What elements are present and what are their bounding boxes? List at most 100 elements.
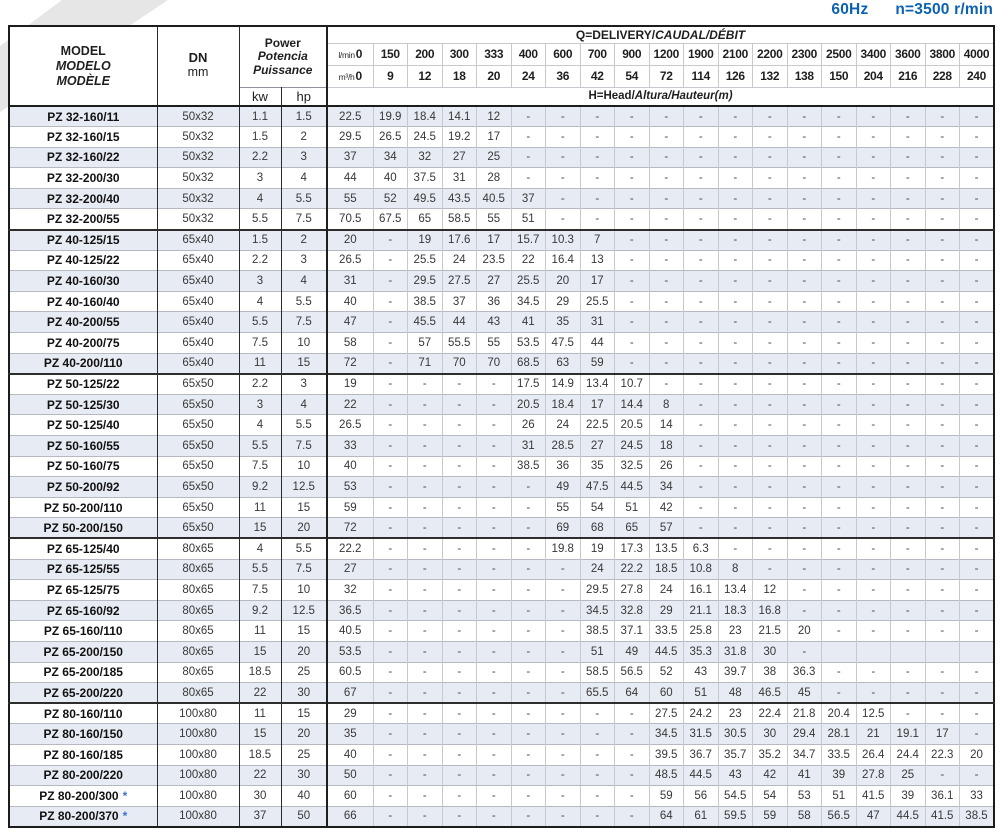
cell-head-value: 40.5 [327,620,373,642]
flow-lmin-header-value: 200 [407,43,442,65]
cell-head-value: 61 [683,805,718,827]
cell-head-value: 39 [821,764,856,786]
cell-head-value: - [683,332,718,354]
cell-head-value: - [372,599,408,621]
cell-head-value: - [441,599,477,621]
cell-head-value: 32.8 [614,599,649,621]
table-row: PZ 50-200/92 65x50 9.2 12.5 53- - - - -49 47.5 44.… [9,476,994,498]
cell-model: PZ 32-200/40 [9,187,158,209]
cell-head-value: - [510,496,546,518]
flow-m3h-header-value: 240 [959,64,994,87]
flow-m3h-header-value: 126 [717,64,753,87]
cell-dn: 50x32 [157,126,240,148]
cell-head-value: - [821,661,856,683]
cell-head-value: 8 [648,393,684,415]
cell-head-value: - [614,105,649,127]
table-row: PZ 32-200/40 50x32 4 5.5 55 52 49.5 43.5 40.5 37-… [9,187,994,209]
cell-head-value: - [959,249,994,271]
cell-head-value: 25.5 [407,249,442,271]
flow-m3h-header-value: 72 [648,64,684,87]
cell-head-value: - [614,702,649,724]
cell-head-value: - [717,455,753,477]
model-name: PZ 65-200/185 [43,665,123,680]
cell-hp: 15 [281,620,328,642]
cell-head-value: - [890,702,925,724]
cell-head-value: 34.5 [579,599,615,621]
cell-hp: 7.5 [281,208,328,230]
cell-kw: 3 [239,393,282,415]
cell-head-value: - [441,476,477,498]
cell-head-value: 22 [327,393,373,415]
cell-hp: 1.5 [281,105,328,127]
cell-head-value: - [717,208,753,230]
model-header-en: MODEL [60,43,106,58]
table-body: PZ 32-160/11 50x32 1.1 1.5 22.5 19.9 18.4 14.1 1… [9,105,994,827]
flow-lmin-header-value: 900 [614,43,649,65]
cell-head-value: - [959,682,994,704]
cell-head-value: 68 [579,517,615,539]
cell-dn: 65x40 [157,311,240,333]
flow-lmin-header-value: 3600 [890,43,925,65]
cell-head-value: - [510,805,546,827]
flow-m3h-header-value: 132 [752,64,787,87]
cell-head-value: - [579,702,615,724]
cell-head-value: - [959,496,994,518]
cell-dn: 50x32 [157,167,240,189]
cell-head-value: - [752,558,787,580]
cell-head-value: - [959,764,994,786]
cell-head-value: 70 [476,352,511,374]
head-title-intl: Altura/Hauteur(m) [634,90,733,103]
cell-head-value: - [752,311,787,333]
cell-head-value: - [648,332,684,354]
cell-head-value: - [717,496,753,518]
model-name: PZ 80-160/185 [43,747,123,762]
cell-kw: 1.1 [239,105,282,127]
table-row: PZ 40-160/30 65x40 3 4 31-29.5 27.5 27 25.5 20 17… [9,270,994,292]
cell-head-value: 28.5 [545,435,580,457]
cell-head-value: - [441,455,477,477]
cell-head-value: - [855,620,891,642]
flow-m3h-header-value: 228 [924,64,960,87]
cell-head-value: - [890,476,925,498]
cell-head-value: - [648,167,684,189]
cell-model: PZ 80-200/220 [9,764,158,786]
cell-head-value: 37.1 [614,620,649,642]
cell-head-value: 27.8 [614,579,649,601]
cell-head-value: - [614,187,649,209]
cell-head-value: - [545,187,580,209]
cell-head-value: 52 [648,661,684,683]
cell-head-value: - [372,620,408,642]
cell-head-value: - [683,476,718,498]
cell-head-value: 44 [327,167,373,189]
cell-head-value: - [959,517,994,539]
cell-head-value: - [717,290,753,312]
cell-kw: 7.5 [239,332,282,354]
cell-head-value: - [683,496,718,518]
cell-model: PZ 50-125/40 [9,414,158,436]
cell-dn: 65x50 [157,393,240,415]
cell-head-value: - [752,435,787,457]
cell-head-value: - [786,579,822,601]
cell-model: PZ 40-125/22 [9,249,158,271]
cell-head-value: - [648,146,684,168]
delivery-title: Q=DELIVERY/CAUDAL/DÉBIT [327,26,994,44]
cell-head-value: - [890,661,925,683]
cell-hp: 3 [281,372,328,395]
cell-head-value: 64 [614,682,649,704]
cell-head-value: 36.1 [924,785,960,807]
cell-head-value: - [821,496,856,518]
cell-dn: 80x65 [157,558,240,580]
table-row: PZ 40-200/110 65x40 11 15 72-71 70 70 68.5 63 59-… [9,352,994,374]
cell-head-value: - [890,558,925,580]
cell-head-value: 24.5 [614,435,649,457]
cell-head-value: - [510,785,546,807]
table-row: PZ 32-200/30 50x32 3 4 44 40 37.5 31 28- - - - - - - - -… [9,167,994,189]
cell-head-value: - [407,682,442,704]
cell-head-value: - [855,208,891,230]
cell-head-value: 26.5 [327,249,373,271]
cell-head-value: - [476,620,511,642]
cell-head-value: 10.8 [683,558,718,580]
cell-kw: 11 [239,620,282,642]
cell-head-value: - [372,517,408,539]
cell-head-value: - [959,599,994,621]
